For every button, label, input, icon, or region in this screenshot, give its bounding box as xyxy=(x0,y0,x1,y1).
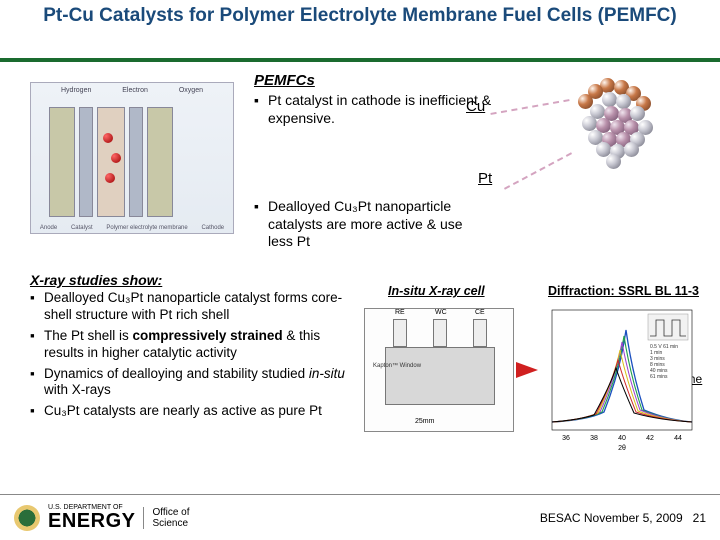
diffraction-plot: 0.5 V 61 min 1 min 3 mins 8 mins 40 mins… xyxy=(538,302,706,452)
bullet: Dealloyed Cu₃Pt nanoparticle catalysts a… xyxy=(254,198,484,251)
cell-probe-re xyxy=(393,319,407,347)
fc-o2-label: Oxygen xyxy=(179,87,203,94)
footer-right: BESAC November 5, 2009 21 xyxy=(540,511,706,525)
diffraction-label: Diffraction: SSRL BL 11-3 xyxy=(548,284,699,298)
bullet: The Pt shell is compressively strained &… xyxy=(30,328,350,362)
fc-anode xyxy=(49,107,75,217)
page-title: Pt-Cu Catalysts for Polymer Electrolyte … xyxy=(20,4,700,29)
office-line1: Office of xyxy=(152,507,189,518)
xaxis-label: 2θ xyxy=(618,445,626,452)
pt-atom xyxy=(624,142,639,157)
xtick: 44 xyxy=(674,435,682,442)
pemfc-bullets: Pt catalyst in cathode is inefficient & … xyxy=(254,92,494,131)
doe-text: U.S. DEPARTMENT OF ENERGY xyxy=(48,504,135,531)
fc-ion xyxy=(111,153,121,163)
pt-atom xyxy=(582,116,597,131)
cell-probe-ce xyxy=(473,319,487,347)
xtick: 42 xyxy=(646,435,654,442)
footer-date: BESAC November 5, 2009 xyxy=(540,511,683,525)
pemfc-heading: PEMFCs xyxy=(254,72,315,89)
red-arrow-icon xyxy=(516,362,538,378)
fc-cathode xyxy=(147,107,173,217)
fc-ion xyxy=(103,133,113,143)
bullet: Pt catalyst in cathode is inefficient & … xyxy=(254,92,494,127)
fc-membrane-label: Polymer electrolyte membrane xyxy=(106,225,187,231)
probe-label: WC xyxy=(435,309,447,316)
fc-catalyst2 xyxy=(129,107,143,217)
cu-label: Cu xyxy=(466,98,485,115)
pemfc-schematic: Hydrogen Electron Oxygen Anode Catalyst … xyxy=(30,82,234,234)
xtick: 38 xyxy=(590,435,598,442)
nanoparticle-model xyxy=(560,76,670,176)
fc-catalyst1 xyxy=(79,107,93,217)
cu-pointer xyxy=(490,99,569,115)
fc-catalyst-label: Catalyst xyxy=(71,225,93,231)
xtick: 40 xyxy=(618,435,626,442)
xtick: 36 xyxy=(562,435,570,442)
cell-body xyxy=(385,347,495,405)
cell-dimension: 25mm xyxy=(415,418,434,425)
content-area: Hydrogen Electron Oxygen Anode Catalyst … xyxy=(0,62,720,492)
pt-atom xyxy=(616,94,631,109)
fc-membrane xyxy=(97,107,125,217)
doe-energy: ENERGY xyxy=(48,511,135,531)
page-number: 21 xyxy=(693,511,706,525)
xray-heading: X-ray studies show: xyxy=(30,272,162,288)
pt-label: Pt xyxy=(478,170,492,187)
office-line2: Science xyxy=(152,518,189,529)
fc-anode-label: Anode xyxy=(40,225,57,231)
legend: 61 mins xyxy=(650,374,668,380)
probe-label: CE xyxy=(475,309,485,316)
diffraction-svg: 0.5 V 61 min 1 min 3 mins 8 mins 40 mins… xyxy=(538,302,706,452)
pt-atom xyxy=(602,92,617,107)
fc-ion xyxy=(105,173,115,183)
insitu-cell-label: In-situ X-ray cell xyxy=(388,284,485,298)
kapton-label: Kapton™ Window xyxy=(373,363,421,369)
bullet: Dealloyed Cu₃Pt nanoparticle catalyst fo… xyxy=(30,290,350,324)
xray-cell-diagram: RE WC CE Kapton™ Window 25mm xyxy=(364,308,514,432)
fc-e-label: Electron xyxy=(122,87,148,94)
cell-probe-wc xyxy=(433,319,447,347)
probe-label: RE xyxy=(395,309,405,316)
fc-cathode-label: Cathode xyxy=(201,225,224,231)
doe-office: Office of Science xyxy=(143,507,189,529)
pemfc-bullets2: Dealloyed Cu₃Pt nanoparticle catalysts a… xyxy=(254,198,484,255)
fc-h2-label: Hydrogen xyxy=(61,87,91,94)
doe-seal-icon xyxy=(14,505,40,531)
xray-bullets: Dealloyed Cu₃Pt nanoparticle catalyst fo… xyxy=(30,290,350,424)
title-bar: Pt-Cu Catalysts for Polymer Electrolyte … xyxy=(0,0,720,62)
pt-atom xyxy=(606,154,621,169)
footer: U.S. DEPARTMENT OF ENERGY Office of Scie… xyxy=(0,494,720,540)
bullet: Dynamics of dealloying and stability stu… xyxy=(30,366,350,400)
pt-atom xyxy=(630,106,645,121)
bullet: Cu₃Pt catalysts are nearly as active as … xyxy=(30,403,350,420)
